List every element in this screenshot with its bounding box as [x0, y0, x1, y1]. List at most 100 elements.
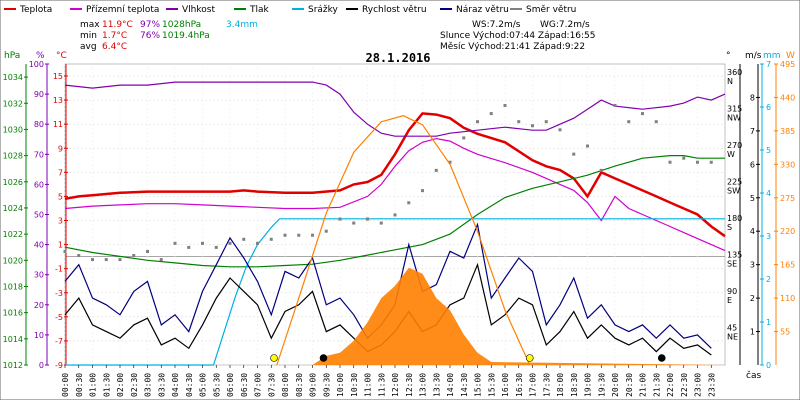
- pct-axis-tick-label: 70: [34, 150, 44, 159]
- x-tick-label: 21:00: [639, 373, 648, 397]
- temp-axis-tick-label: 13: [53, 96, 63, 105]
- dir-tick-label: 225: [727, 178, 742, 187]
- x-tick-label: 07:00: [254, 373, 263, 397]
- axis-dir-label: °: [726, 51, 731, 61]
- pct-axis-tick-label: 60: [34, 180, 44, 189]
- mm-axis-tick-label: 7: [766, 60, 771, 69]
- wind-dir-point: [696, 160, 699, 164]
- axis-mm-label: mm: [763, 51, 781, 61]
- x-tick-label: 13:00: [419, 373, 428, 397]
- stat-max-label: max: [80, 20, 100, 30]
- x-tick-label: 05:00: [199, 373, 208, 397]
- wind-dir-point: [434, 168, 438, 172]
- wind-dir-point: [132, 254, 136, 258]
- wind-dir-point: [366, 217, 369, 221]
- temp-axis-tick-label: -5: [55, 313, 63, 322]
- pct-axis-tick-label: 50: [34, 211, 44, 220]
- x-tick-label: 18:00: [556, 373, 565, 397]
- wind-dir-point: [709, 160, 713, 164]
- mm-axis-tick-label: 2: [766, 275, 771, 284]
- hpa-axis-tick-label: 1030: [3, 125, 23, 134]
- wind-dir-point: [352, 221, 356, 225]
- ms-axis-tick-label: 1: [750, 328, 755, 337]
- legend-label: Náraz větru: [456, 5, 509, 15]
- pct-axis-tick-label: 80: [34, 120, 44, 129]
- wind-dir-point: [641, 112, 644, 116]
- pct-axis-tick-label: 30: [34, 271, 44, 280]
- pct-axis-tick-label: 40: [34, 241, 44, 250]
- x-tick-label: 19:00: [584, 373, 593, 397]
- stat-min-temp: 1.7°C: [102, 31, 127, 41]
- wind-dir-point: [613, 103, 617, 107]
- x-tick-label: 04:00: [171, 373, 180, 397]
- chart-title: 28.1.2016: [365, 51, 430, 65]
- temp-axis-tick-label: -7: [55, 337, 63, 346]
- w-axis-tick-label: 495: [780, 60, 795, 69]
- w-axis-tick-label: 440: [780, 93, 795, 102]
- wind-dir-point: [242, 237, 246, 241]
- hpa-axis-tick-label: 1016: [3, 309, 23, 318]
- left-axes: 1034103210301028102610241022102010181016…: [3, 60, 68, 370]
- x-tick-label: 23:30: [707, 373, 716, 397]
- x-tick-label: 22:30: [680, 373, 689, 397]
- stat-avg-temp: 6.4°C: [102, 42, 127, 52]
- wind-dir-point: [544, 120, 548, 124]
- axis-pct-label: %: [36, 51, 45, 61]
- wind-dir-point: [104, 258, 108, 262]
- wind-dir-point: [77, 254, 81, 258]
- series-vlhkost: [64, 81, 726, 137]
- x-tick-label: 12:00: [391, 373, 400, 397]
- hpa-axis-tick-label: 1026: [3, 178, 23, 187]
- x-tick-label: 18:30: [570, 373, 579, 397]
- dir-tick-name: W: [727, 150, 735, 159]
- x-axis: 00:00 00:30 01:00 01:30 02:00 02:30 03:00 03:30…: [61, 365, 716, 397]
- x-tick-label: 00:00: [61, 373, 70, 397]
- legend-item: Přízemní teplota: [70, 5, 159, 15]
- legend-label: Rychlost větru: [362, 5, 427, 15]
- dir-tick-name: S: [727, 223, 732, 232]
- x-tick-label: 15:00: [474, 373, 483, 397]
- x-tick-label: 09:00: [309, 373, 318, 397]
- stat-rain: 3.4mm: [226, 20, 258, 30]
- marker-moonset: [319, 354, 328, 362]
- hpa-axis-tick-label: 1024: [3, 204, 23, 213]
- legend-label: Tlak: [249, 5, 270, 15]
- wind-dir-point: [654, 120, 658, 124]
- marker-moonrise: [657, 354, 666, 362]
- ms-axis-tick-label: 6: [750, 160, 755, 169]
- mm-axis-tick-label: 6: [766, 103, 771, 112]
- wind-dir-point: [283, 233, 287, 237]
- wind-dir-point: [462, 136, 466, 140]
- x-tick-label: 05:30: [212, 373, 221, 397]
- mm-axis-tick-label: 3: [766, 232, 771, 241]
- dir-tick-label: 45: [727, 324, 737, 333]
- stat-moon: Měsíc Východ:21:41 Západ:9:22: [440, 42, 585, 52]
- legend-item: Vlhkost: [166, 5, 215, 15]
- stat-max-temp: 11.9°C: [102, 20, 133, 30]
- stat-wg: WG:7.2m/s: [540, 20, 590, 30]
- series-teoretick-z-en-: [276, 115, 531, 366]
- temp-axis-tick-label: -9: [55, 361, 63, 370]
- x-tick-label: 22:00: [666, 373, 675, 397]
- dir-tick-name: E: [727, 296, 732, 305]
- wind-dir-point: [214, 245, 218, 249]
- wind-dir-point: [572, 152, 576, 156]
- wind-dir-point: [311, 233, 314, 237]
- x-tick-label: 01:00: [89, 373, 98, 397]
- x-tick-label: 17:00: [529, 373, 538, 397]
- wind-dir-point: [173, 241, 177, 245]
- legend-item: Srážky: [292, 5, 339, 15]
- mm-axis-tick-label: 1: [766, 318, 771, 327]
- stats-block: max 11.9°C 97% 1028hPa 3.4mm min 1.7°C 7…: [80, 20, 596, 52]
- x-tick-label: 20:00: [611, 373, 620, 397]
- x-tick-label: 03:30: [157, 373, 166, 397]
- dir-tick-label: 270: [727, 141, 742, 150]
- hpa-axis-tick-label: 1022: [3, 230, 23, 239]
- dir-tick-label: 180: [727, 214, 742, 223]
- series-slune-n-z-en-: [65, 267, 725, 365]
- dir-tick-name: SW: [727, 187, 740, 196]
- dir-tick-label: 135: [727, 251, 742, 260]
- w-axis-tick-label: 330: [780, 160, 795, 169]
- temp-axis-tick-label: -3: [55, 289, 63, 298]
